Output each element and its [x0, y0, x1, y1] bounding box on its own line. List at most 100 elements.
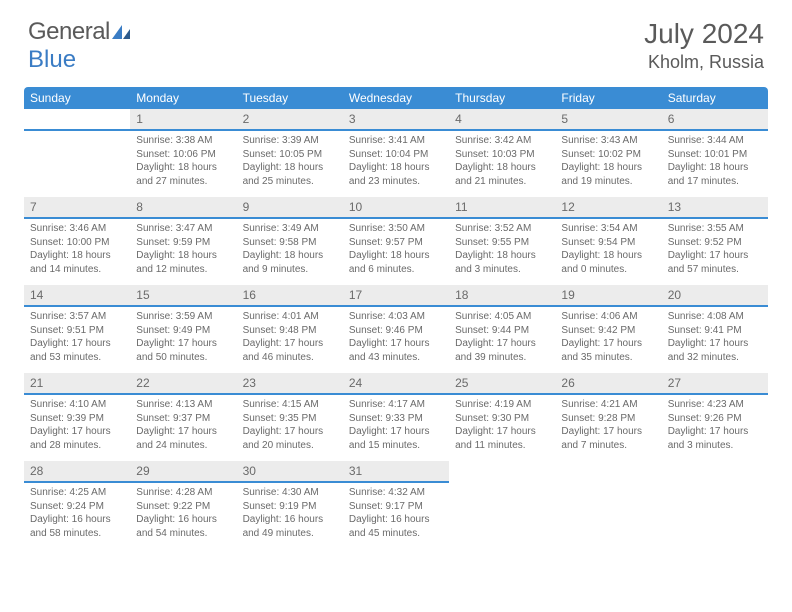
calendar-cell — [555, 461, 661, 549]
calendar-cell: 7Sunrise: 3:46 AMSunset: 10:00 PMDayligh… — [24, 197, 130, 285]
logo: General — [28, 18, 134, 46]
calendar-cell: 27Sunrise: 4:23 AMSunset: 9:26 PMDayligh… — [662, 373, 768, 461]
day-number: 16 — [237, 285, 343, 307]
calendar-cell: 19Sunrise: 4:06 AMSunset: 9:42 PMDayligh… — [555, 285, 661, 373]
calendar-cell: 17Sunrise: 4:03 AMSunset: 9:46 PMDayligh… — [343, 285, 449, 373]
day-number: 1 — [130, 109, 236, 131]
calendar-body: 1Sunrise: 3:38 AMSunset: 10:06 PMDayligh… — [24, 109, 768, 549]
day-body: Sunrise: 3:38 AMSunset: 10:06 PMDaylight… — [130, 131, 236, 192]
calendar-cell: 30Sunrise: 4:30 AMSunset: 9:19 PMDayligh… — [237, 461, 343, 549]
day-number: 15 — [130, 285, 236, 307]
day-number: 19 — [555, 285, 661, 307]
calendar-cell: 25Sunrise: 4:19 AMSunset: 9:30 PMDayligh… — [449, 373, 555, 461]
calendar-cell: 31Sunrise: 4:32 AMSunset: 9:17 PMDayligh… — [343, 461, 449, 549]
calendar-cell: 18Sunrise: 4:05 AMSunset: 9:44 PMDayligh… — [449, 285, 555, 373]
month-year: July 2024 — [644, 18, 764, 50]
calendar-cell: 21Sunrise: 4:10 AMSunset: 9:39 PMDayligh… — [24, 373, 130, 461]
day-number: 17 — [343, 285, 449, 307]
day-body: Sunrise: 4:01 AMSunset: 9:48 PMDaylight:… — [237, 307, 343, 368]
weekday-header: Friday — [555, 87, 661, 109]
day-number: 2 — [237, 109, 343, 131]
calendar-cell: 13Sunrise: 3:55 AMSunset: 9:52 PMDayligh… — [662, 197, 768, 285]
day-number: 18 — [449, 285, 555, 307]
day-number: 20 — [662, 285, 768, 307]
calendar-cell: 22Sunrise: 4:13 AMSunset: 9:37 PMDayligh… — [130, 373, 236, 461]
calendar-cell: 2Sunrise: 3:39 AMSunset: 10:05 PMDayligh… — [237, 109, 343, 197]
day-body: Sunrise: 4:08 AMSunset: 9:41 PMDaylight:… — [662, 307, 768, 368]
calendar-cell: 20Sunrise: 4:08 AMSunset: 9:41 PMDayligh… — [662, 285, 768, 373]
day-number: 14 — [24, 285, 130, 307]
day-body: Sunrise: 3:54 AMSunset: 9:54 PMDaylight:… — [555, 219, 661, 280]
day-number: 29 — [130, 461, 236, 483]
calendar-cell: 14Sunrise: 3:57 AMSunset: 9:51 PMDayligh… — [24, 285, 130, 373]
day-body: Sunrise: 3:41 AMSunset: 10:04 PMDaylight… — [343, 131, 449, 192]
day-number: 10 — [343, 197, 449, 219]
calendar-cell: 11Sunrise: 3:52 AMSunset: 9:55 PMDayligh… — [449, 197, 555, 285]
calendar-cell — [662, 461, 768, 549]
calendar-cell: 6Sunrise: 3:44 AMSunset: 10:01 PMDayligh… — [662, 109, 768, 197]
day-body: Sunrise: 3:43 AMSunset: 10:02 PMDaylight… — [555, 131, 661, 192]
day-body: Sunrise: 3:42 AMSunset: 10:03 PMDaylight… — [449, 131, 555, 192]
day-body: Sunrise: 3:39 AMSunset: 10:05 PMDaylight… — [237, 131, 343, 192]
weekday-header: Sunday — [24, 87, 130, 109]
day-body: Sunrise: 3:46 AMSunset: 10:00 PMDaylight… — [24, 219, 130, 280]
calendar-cell: 3Sunrise: 3:41 AMSunset: 10:04 PMDayligh… — [343, 109, 449, 197]
weekday-header: Saturday — [662, 87, 768, 109]
location: Kholm, Russia — [644, 52, 764, 73]
day-body: Sunrise: 3:57 AMSunset: 9:51 PMDaylight:… — [24, 307, 130, 368]
calendar-cell: 28Sunrise: 4:25 AMSunset: 9:24 PMDayligh… — [24, 461, 130, 549]
day-number: 3 — [343, 109, 449, 131]
day-number: 13 — [662, 197, 768, 219]
header: General July 2024 Kholm, Russia — [0, 0, 792, 81]
calendar-cell: 16Sunrise: 4:01 AMSunset: 9:48 PMDayligh… — [237, 285, 343, 373]
calendar-head: SundayMondayTuesdayWednesdayThursdayFrid… — [24, 87, 768, 109]
day-body: Sunrise: 4:05 AMSunset: 9:44 PMDaylight:… — [449, 307, 555, 368]
logo-icon — [112, 23, 134, 41]
day-body: Sunrise: 4:30 AMSunset: 9:19 PMDaylight:… — [237, 483, 343, 544]
calendar-cell: 9Sunrise: 3:49 AMSunset: 9:58 PMDaylight… — [237, 197, 343, 285]
weekday-header: Tuesday — [237, 87, 343, 109]
calendar-cell: 10Sunrise: 3:50 AMSunset: 9:57 PMDayligh… — [343, 197, 449, 285]
day-number: 21 — [24, 373, 130, 395]
calendar-cell: 26Sunrise: 4:21 AMSunset: 9:28 PMDayligh… — [555, 373, 661, 461]
calendar-cell: 15Sunrise: 3:59 AMSunset: 9:49 PMDayligh… — [130, 285, 236, 373]
day-body: Sunrise: 3:55 AMSunset: 9:52 PMDaylight:… — [662, 219, 768, 280]
day-number: 26 — [555, 373, 661, 395]
weekday-header: Monday — [130, 87, 236, 109]
day-number: 23 — [237, 373, 343, 395]
day-body: Sunrise: 4:25 AMSunset: 9:24 PMDaylight:… — [24, 483, 130, 544]
day-body: Sunrise: 4:17 AMSunset: 9:33 PMDaylight:… — [343, 395, 449, 456]
calendar-cell: 29Sunrise: 4:28 AMSunset: 9:22 PMDayligh… — [130, 461, 236, 549]
day-body: Sunrise: 3:44 AMSunset: 10:01 PMDaylight… — [662, 131, 768, 192]
title-area: July 2024 Kholm, Russia — [644, 18, 764, 73]
day-number: 28 — [24, 461, 130, 483]
day-number: 4 — [449, 109, 555, 131]
calendar-cell: 23Sunrise: 4:15 AMSunset: 9:35 PMDayligh… — [237, 373, 343, 461]
day-body: Sunrise: 4:10 AMSunset: 9:39 PMDaylight:… — [24, 395, 130, 456]
day-number: 9 — [237, 197, 343, 219]
day-number: 22 — [130, 373, 236, 395]
day-body: Sunrise: 4:21 AMSunset: 9:28 PMDaylight:… — [555, 395, 661, 456]
weekday-header: Wednesday — [343, 87, 449, 109]
calendar-cell — [24, 109, 130, 197]
day-body: Sunrise: 4:32 AMSunset: 9:17 PMDaylight:… — [343, 483, 449, 544]
day-body: Sunrise: 4:15 AMSunset: 9:35 PMDaylight:… — [237, 395, 343, 456]
day-body: Sunrise: 4:03 AMSunset: 9:46 PMDaylight:… — [343, 307, 449, 368]
calendar-cell: 8Sunrise: 3:47 AMSunset: 9:59 PMDaylight… — [130, 197, 236, 285]
day-body: Sunrise: 4:06 AMSunset: 9:42 PMDaylight:… — [555, 307, 661, 368]
day-number: 25 — [449, 373, 555, 395]
day-body: Sunrise: 4:28 AMSunset: 9:22 PMDaylight:… — [130, 483, 236, 544]
day-number: 6 — [662, 109, 768, 131]
day-body: Sunrise: 3:59 AMSunset: 9:49 PMDaylight:… — [130, 307, 236, 368]
day-body: Sunrise: 3:47 AMSunset: 9:59 PMDaylight:… — [130, 219, 236, 280]
day-body: Sunrise: 4:19 AMSunset: 9:30 PMDaylight:… — [449, 395, 555, 456]
calendar-cell: 24Sunrise: 4:17 AMSunset: 9:33 PMDayligh… — [343, 373, 449, 461]
day-number: 5 — [555, 109, 661, 131]
day-body: Sunrise: 4:13 AMSunset: 9:37 PMDaylight:… — [130, 395, 236, 456]
calendar-cell: 4Sunrise: 3:42 AMSunset: 10:03 PMDayligh… — [449, 109, 555, 197]
calendar-cell: 12Sunrise: 3:54 AMSunset: 9:54 PMDayligh… — [555, 197, 661, 285]
day-number: 27 — [662, 373, 768, 395]
day-number: 31 — [343, 461, 449, 483]
day-number: 24 — [343, 373, 449, 395]
weekday-header: Thursday — [449, 87, 555, 109]
